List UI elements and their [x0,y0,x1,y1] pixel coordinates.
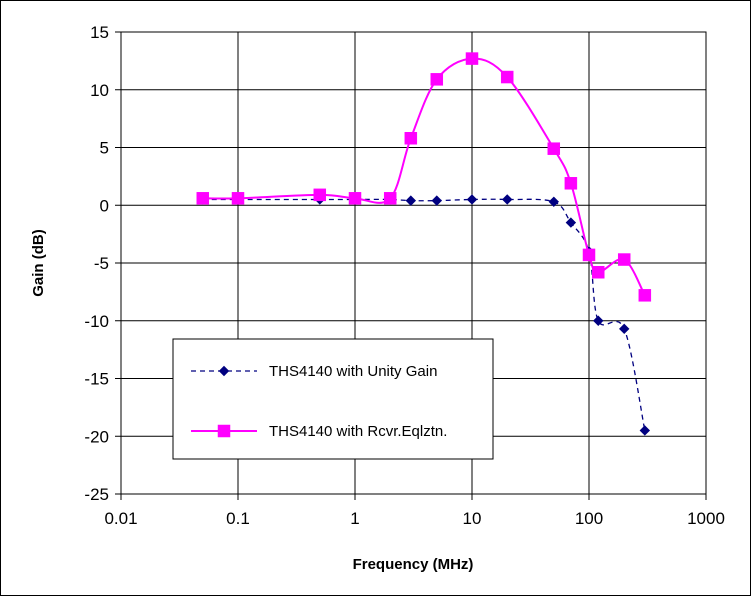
legend-label: THS4140 with Rcvr.Eqlztn. [269,423,447,440]
series-2 [196,52,652,302]
data-point [313,188,327,202]
data-point [593,315,604,326]
x-tick-label: 0.1 [226,509,250,528]
x-tick-label: 1000 [687,509,725,528]
legend-box [172,338,494,460]
data-point [547,142,561,155]
x-tick-label: 10 [463,509,482,528]
data-point [502,194,513,205]
data-point [430,73,444,86]
plot-area [120,31,707,495]
y-tick-label: -5 [94,254,109,273]
data-point [619,323,630,335]
data-point [564,177,578,190]
x-tick-label: 100 [575,509,603,528]
legend: THS4140 with Unity Gain THS4140 with Rcvr… [172,338,494,460]
data-point [404,132,418,145]
data-point [617,253,631,266]
y-tick-label: -20 [84,427,109,446]
x-axis-title: Frequency (MHz) [353,556,474,573]
y-tick-label: 0 [100,196,109,215]
data-point [348,192,362,205]
data-point [565,217,577,228]
series-line [202,57,646,296]
data-point [582,248,596,262]
data-point [431,195,442,206]
y-tick-label: 5 [100,139,109,158]
series-layer [196,52,652,436]
y-tick-label: -25 [84,485,109,504]
y-tick-label: 15 [90,23,109,42]
data-point [639,425,651,436]
legend-swatch-marker [218,365,230,377]
data-point [638,289,652,302]
y-tick-label: -10 [84,312,109,331]
data-point [592,265,605,279]
data-point [548,196,559,207]
x-tick-label: 1 [350,509,359,528]
data-point [466,194,478,205]
data-point [383,192,397,205]
x-tick-label: 0.01 [104,509,137,528]
tick-labels: 0.01 0.1 1 10 100 1000 15 10 5 0 -5 -10 -15 -20 -25 [84,23,724,528]
y-tick-label: -15 [84,370,109,389]
data-point [500,70,514,84]
data-point [196,192,210,205]
legend-swatch-marker [217,424,231,438]
data-point [231,192,245,205]
legend-label: THS4140 with Unity Gain [269,363,437,380]
data-point [465,52,479,65]
y-axis-title: Gain (dB) [30,229,47,297]
data-point [405,195,417,206]
y-tick-label: 10 [90,81,109,100]
